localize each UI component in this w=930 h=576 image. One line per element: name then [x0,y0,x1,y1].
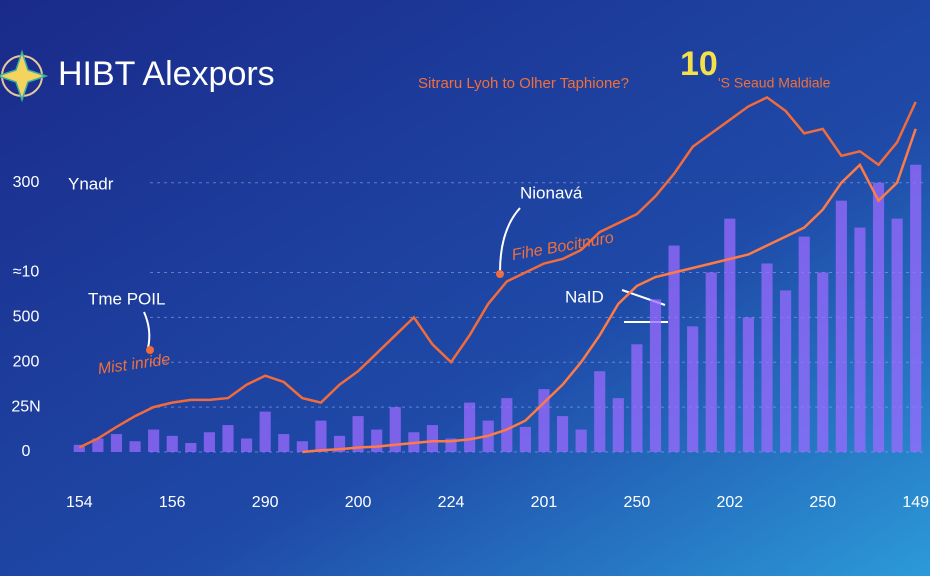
bar [259,411,271,452]
annotation-arrow [143,311,151,349]
bar [519,426,531,452]
subtitle-right: 'S Seaud Maldiale [718,75,831,91]
bar [315,420,327,452]
bar [333,435,346,452]
bar [222,425,234,452]
bar [649,299,662,452]
bar [203,432,215,452]
bar [556,416,569,452]
bar [148,429,160,452]
plot: 0 25N 200 500 ≈10 300 154 156 290 200 224 201 250 202… [11,95,929,511]
y-tick-label: 200 [13,353,40,370]
bar [761,263,773,452]
bar [910,164,922,452]
bar [594,371,606,452]
bar [724,218,736,452]
bar [687,326,699,452]
x-tick-label: 250 [809,494,836,511]
bar [742,317,754,452]
bar [278,434,290,452]
bar [371,429,383,452]
y-axis-label: Ynadr [68,174,114,193]
x-tick-label: 156 [159,494,186,511]
bar [575,429,587,452]
bar [296,441,308,452]
bar [835,200,847,452]
logo [0,49,49,103]
bar [166,435,178,452]
bar [705,272,717,452]
x-tick-label: 201 [531,494,558,511]
annotation-dot [496,270,504,278]
annotation: Nionavá [520,183,583,202]
bar [92,438,104,452]
bar [854,227,866,452]
bar [241,438,253,452]
bar [464,402,476,452]
annotation-dot [146,346,154,354]
bar [426,425,439,452]
y-tick-label: 25N [11,398,40,415]
y-tick-label: ≈10 [13,264,40,281]
bar [110,434,123,452]
bar [612,398,624,452]
bar [185,443,197,452]
bar [538,389,550,452]
bar [352,416,364,452]
bar [780,290,792,452]
annotation: Tme POIL [88,289,165,308]
x-tick-label: 290 [252,494,279,511]
bar [891,218,903,452]
bar [631,344,643,452]
bar [445,438,457,452]
bar [389,407,401,452]
x-tick-label: 154 [66,494,93,511]
x-tick-label: 224 [438,494,465,511]
bar [501,398,513,452]
bar [73,444,85,452]
x-tick-label: 250 [624,494,651,511]
y-tick-label: 300 [13,174,40,191]
badge: 10 [680,45,718,83]
x-tick-label: 200 [345,494,372,511]
y-tick-label: 0 [22,443,31,460]
y-tick-label: 500 [13,309,40,326]
line [78,95,917,449]
bar [668,245,680,452]
bar [817,272,829,452]
line [302,128,917,454]
bar [129,441,141,452]
bar [798,236,810,452]
x-tick-label: 202 [716,494,743,511]
annotation-arrow [499,207,521,273]
annotation: NaID [565,287,604,306]
subtitle: Sitraru Lyoh to Olher Taphione? [418,75,629,92]
bar [872,182,885,452]
x-tick-label: 149 [902,494,929,511]
chart-title: HIBT Alexpors [58,55,275,93]
